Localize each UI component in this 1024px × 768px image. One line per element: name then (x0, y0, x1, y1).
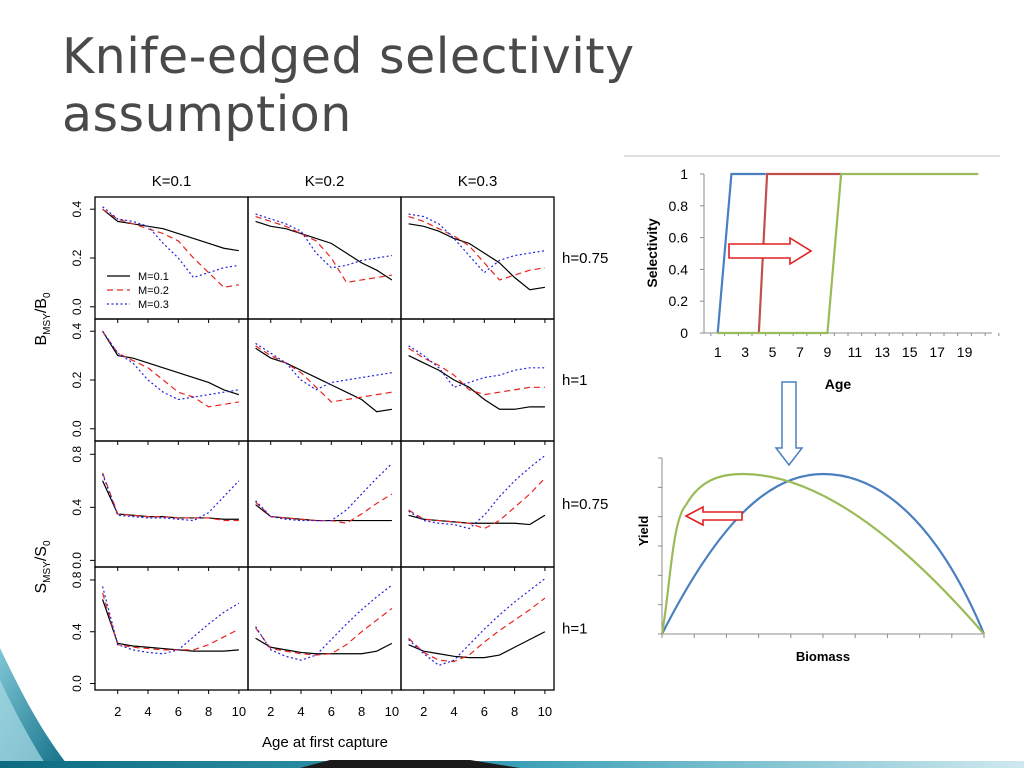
column-label-k: K=0.3 (458, 173, 498, 190)
x-tick-label: 8 (205, 704, 212, 719)
y-tick-label: 0.8 (70, 446, 84, 463)
series-line-m01 (408, 223, 546, 291)
y-tick-label: 0.0 (70, 298, 84, 315)
series-line-m03 (102, 206, 240, 279)
x-tick-label: 10 (385, 704, 399, 719)
panel-frame (400, 566, 555, 691)
y-tick-label: 0.0 (70, 552, 84, 569)
series-line-m03 (102, 473, 240, 522)
y-tick-label: 0.0 (70, 420, 84, 437)
series-line-m03 (102, 330, 240, 401)
x-tick-label: 10 (232, 704, 246, 719)
x-tick-label: 6 (175, 704, 182, 719)
x-tick-label: 4 (450, 704, 457, 719)
series-line-m01 (408, 631, 546, 659)
x-tick-label: 2 (267, 704, 274, 719)
legend-label: M=0.3 (138, 299, 169, 311)
row-label-h: h=0.75 (562, 250, 608, 267)
series-line-m03 (408, 213, 546, 274)
series-line-m01 (255, 504, 392, 522)
series-line-m02 (408, 215, 546, 281)
slide-title: Knife-edged selectivity assumption (62, 28, 635, 143)
panel-frame (247, 566, 402, 691)
x-axis-label: Age at first capture (262, 734, 388, 751)
series-line-m02 (408, 347, 545, 396)
panel-frame (400, 196, 555, 320)
y-tick-label: 0.4 (70, 201, 84, 218)
column-label-k: K=0.1 (152, 173, 192, 190)
y-tick-label: 0.8 (70, 571, 84, 588)
panel-frame (247, 318, 402, 442)
x-tick-label: 8 (511, 704, 518, 719)
series-line-m02 (255, 493, 393, 524)
series-line-m02 (101, 592, 240, 651)
x-tick-label: 8 (358, 704, 365, 719)
panel-frame (400, 440, 555, 568)
y-axis-label-smsy: SMSY/S0 (33, 540, 53, 593)
series-line-m03 (408, 455, 546, 530)
series-line-m01 (102, 330, 240, 396)
x-tick-label: 4 (297, 704, 304, 719)
y-tick-label: 0.4 (70, 623, 84, 640)
y-tick-label: 0.0 (70, 675, 84, 692)
row-label-h: h=1 (562, 621, 587, 638)
series-line-m01 (102, 480, 239, 520)
series-line-m03 (408, 345, 545, 389)
series-line-m03 (408, 578, 546, 667)
x-tick-label: 2 (114, 704, 121, 719)
panel-frame (94, 566, 249, 691)
series-line-m01 (408, 355, 545, 410)
series-line-m02 (102, 330, 240, 408)
series-line-m01 (255, 347, 393, 413)
series-line-m03 (255, 213, 393, 269)
series-line-m03 (255, 463, 393, 522)
legend-label: M=0.2 (138, 285, 169, 297)
x-tick-label: 6 (481, 704, 488, 719)
series-line-m02 (102, 208, 240, 288)
x-tick-label: 2 (420, 704, 427, 719)
y-tick-label: 0.4 (70, 323, 84, 340)
x-tick-label: 6 (328, 704, 335, 719)
row-label-h: h=0.75 (562, 496, 608, 513)
row-label-h: h=1 (562, 372, 587, 389)
series-line-m01 (102, 599, 239, 652)
series-line-m02 (408, 477, 546, 530)
panel-frame (94, 196, 249, 320)
series-line-m02 (255, 345, 393, 403)
series-line-m02 (102, 472, 239, 522)
series-line-m01 (255, 220, 393, 281)
series-line-m03 (255, 584, 393, 661)
series-line-m03 (255, 342, 393, 391)
column-label-k: K=0.2 (305, 173, 345, 190)
panel-frame (94, 440, 249, 568)
x-tick-label: 10 (538, 704, 552, 719)
series-line-m01 (255, 637, 393, 655)
y-tick-label: 0.2 (70, 249, 84, 266)
series-line-m01 (102, 208, 240, 252)
panel-frame (94, 318, 249, 442)
legend-label: M=0.1 (138, 271, 169, 283)
series-line-m02 (255, 607, 393, 656)
y-axis-label-bmsy: BMSY/B0 (33, 292, 53, 345)
series-line-m02 (255, 215, 393, 284)
series-line-m03 (101, 586, 240, 655)
x-tick-label: 4 (144, 704, 151, 719)
y-tick-label: 0.2 (70, 371, 84, 388)
panel-frame (247, 440, 402, 568)
y-tick-label: 0.4 (70, 499, 84, 516)
